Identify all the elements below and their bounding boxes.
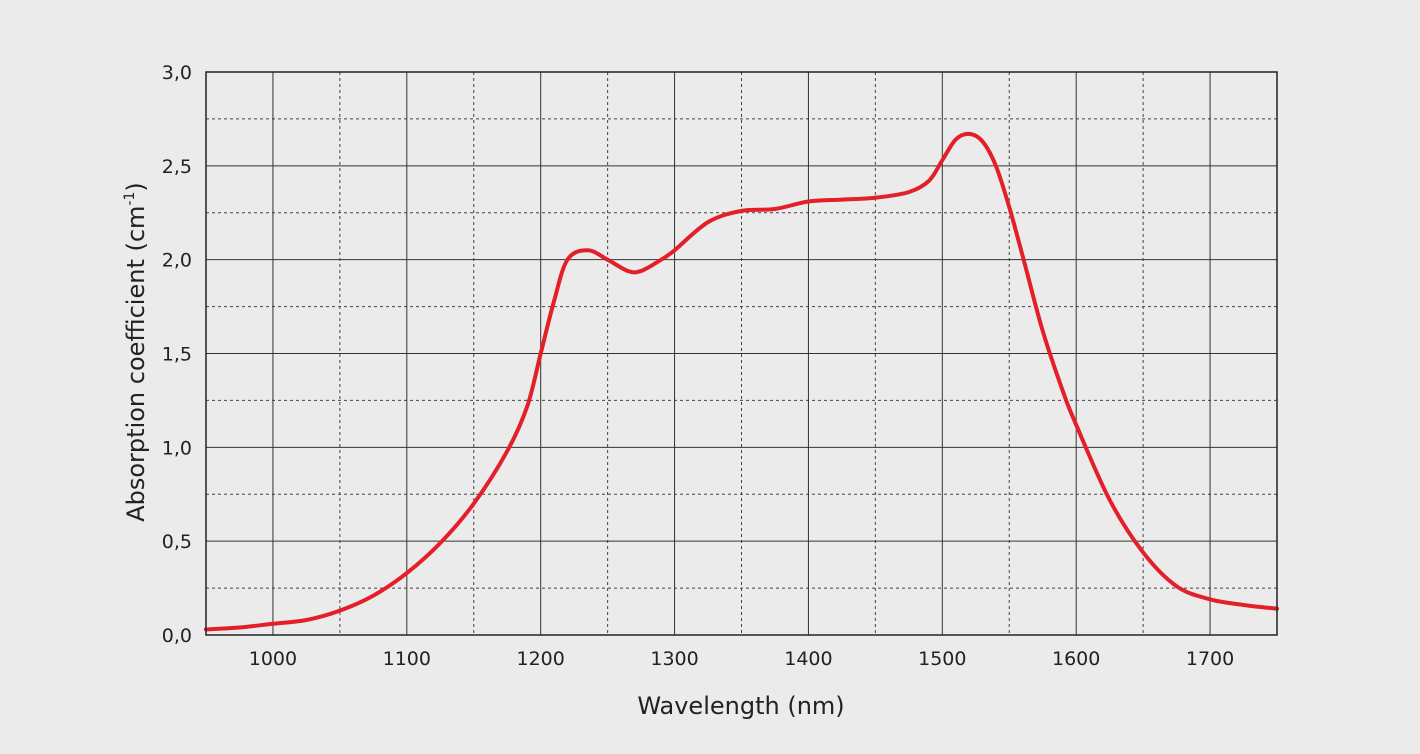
x-tick-label: 1500 <box>918 648 966 670</box>
x-tick-label: 1700 <box>1186 648 1234 670</box>
y-axis-title: Absorption coefficient (cm-1) <box>122 182 150 522</box>
x-tick-label: 1200 <box>517 648 565 670</box>
y-axis-title-superscript: -1 <box>122 192 138 206</box>
y-axis-title-close: ) <box>122 182 150 191</box>
x-tick-labels: 1000 1100 1200 1300 1400 1500 1600 1700 <box>249 648 1234 670</box>
y-tick-label: 2,0 <box>162 250 192 272</box>
x-tick-label: 1400 <box>784 648 832 670</box>
x-tick-label: 1100 <box>383 648 431 670</box>
x-axis-title: Wavelength (nm) <box>637 692 844 720</box>
y-tick-label: 2,5 <box>162 156 192 178</box>
y-axis-title-main: Absorption coefficient (cm <box>122 206 150 522</box>
series-layer <box>204 131 1279 632</box>
x-tick-label: 1600 <box>1052 648 1100 670</box>
y-tick-label: 1,5 <box>162 344 192 366</box>
plot-frame <box>205 71 1278 636</box>
x-tick-label: 1300 <box>650 648 698 670</box>
y-tick-labels: 0,0 0,5 1,0 1,5 2,0 2,5 3,0 <box>162 62 192 647</box>
absorption-curve <box>204 131 1279 632</box>
y-tick-label: 1,0 <box>162 437 192 459</box>
y-tick-label: 0,5 <box>162 531 192 553</box>
grid <box>206 72 1277 635</box>
x-tick-label: 1000 <box>249 648 297 670</box>
y-tick-label: 3,0 <box>162 62 192 84</box>
y-tick-label: 0,0 <box>162 625 192 647</box>
